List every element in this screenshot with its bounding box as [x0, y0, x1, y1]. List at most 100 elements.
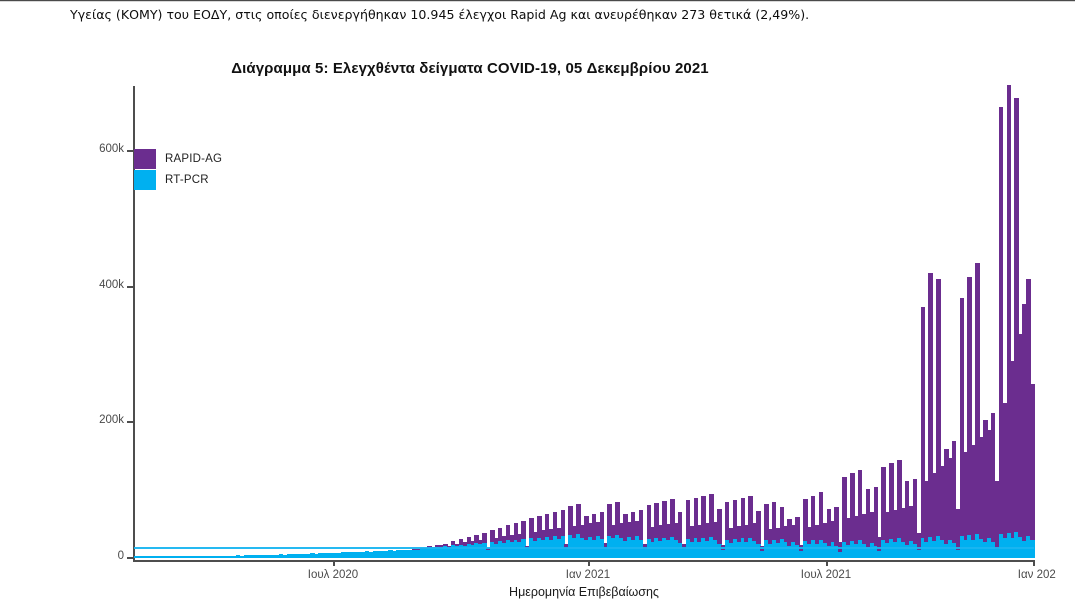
chart-title: Διάγραμμα 5: Ελεγχθέντα δείγματα COVID-1… — [231, 60, 709, 77]
bar-column — [885, 86, 890, 558]
bar-segment-rapid-ag — [638, 509, 644, 540]
bar-column — [916, 86, 922, 558]
bar-column — [834, 86, 839, 558]
legend-entry[interactable]: RT-PCR — [134, 169, 222, 190]
bar-column — [306, 86, 311, 558]
bar-segment-rapid-ag — [998, 106, 1004, 534]
bar-segment-rt-pcr — [192, 556, 198, 558]
bar-segment-rapid-ag — [1002, 402, 1008, 539]
bar-segment-rt-pcr — [940, 540, 945, 558]
bar-segment-rapid-ag — [529, 518, 534, 539]
bar-column — [180, 86, 186, 558]
bar-column — [278, 86, 284, 558]
bar-segment-rt-pcr — [243, 555, 249, 558]
bar-segment-rapid-ag — [924, 480, 929, 542]
bar-column — [286, 86, 292, 558]
bar-segment-rapid-ag — [846, 518, 851, 546]
bar-segment-rt-pcr — [787, 545, 792, 558]
bar-column — [904, 86, 910, 558]
bar-column — [822, 86, 828, 558]
bar-segment-rt-pcr — [650, 541, 656, 558]
bar-segment-rapid-ag — [830, 520, 836, 543]
bar-segment-rapid-ag — [447, 546, 452, 548]
x-axis-tick — [332, 560, 335, 566]
bar-segment-rapid-ag — [787, 518, 792, 546]
bar-segment-rapid-ag — [736, 526, 742, 543]
bar-column — [959, 86, 965, 558]
bar-column — [243, 86, 249, 558]
bar-column — [384, 86, 389, 558]
bar-segment-rt-pcr — [376, 551, 382, 558]
bar-column — [220, 86, 225, 558]
bar-column — [1030, 86, 1035, 558]
bar-segment-rapid-ag — [670, 499, 675, 537]
bar-column — [705, 86, 710, 558]
bar-segment-rapid-ag — [560, 509, 566, 536]
bar-column — [803, 86, 808, 558]
bar-segment-rt-pcr — [454, 546, 460, 558]
bar-segment-rapid-ag — [501, 536, 507, 544]
bar-segment-rapid-ag — [810, 495, 816, 541]
bar-segment-rt-pcr — [717, 543, 722, 558]
bar-column — [650, 86, 656, 558]
bar-segment-rapid-ag — [462, 542, 468, 546]
bar-column — [533, 86, 538, 558]
bar-segment-rt-pcr — [959, 535, 965, 558]
bar-column — [869, 86, 875, 558]
bar-segment-rt-pcr — [317, 553, 323, 558]
bar-segment-rt-pcr — [161, 556, 166, 558]
bar-segment-rt-pcr — [736, 542, 742, 558]
bar-segment-rapid-ag — [689, 526, 695, 543]
bar-segment-rapid-ag — [795, 516, 800, 546]
bar-segment-rapid-ag — [744, 524, 749, 542]
bar-segment-rt-pcr — [990, 541, 996, 558]
bar-segment-rapid-ag — [842, 476, 847, 542]
legend-entry[interactable]: RAPID-AG — [134, 148, 222, 169]
bar-column — [349, 86, 354, 558]
bar-column — [192, 86, 198, 558]
bar-segment-rapid-ag — [681, 543, 687, 550]
bar-segment-rt-pcr — [349, 551, 354, 558]
bar-segment-rapid-ag — [607, 504, 612, 536]
bar-segment-rt-pcr — [423, 548, 429, 558]
bar-segment-rapid-ag — [920, 307, 926, 538]
bar-segment-rapid-ag — [877, 537, 882, 551]
bar-column — [955, 86, 961, 558]
bar-column — [490, 86, 495, 558]
bar-column — [1014, 86, 1019, 558]
bar-segment-rapid-ag — [764, 503, 769, 541]
bar-segment-rt-pcr — [642, 548, 648, 558]
bar-segment-rt-pcr — [846, 545, 851, 558]
x-axis-tick-label: Ιαν 202 — [1017, 569, 1056, 581]
bar-segment-rt-pcr — [967, 534, 972, 558]
bar-segment-rapid-ag — [474, 535, 479, 544]
bar-column — [267, 86, 272, 558]
bar-column — [235, 86, 241, 558]
bar-segment-rapid-ag — [450, 541, 456, 546]
bar-segment-rt-pcr — [689, 542, 695, 558]
bar-segment-rt-pcr — [466, 544, 472, 558]
bar-segment-rt-pcr — [767, 543, 773, 558]
bar-column — [912, 86, 918, 558]
bar-segment-rt-pcr — [290, 554, 296, 558]
bar-segment-rapid-ag — [951, 441, 957, 544]
bar-segment-rt-pcr — [1030, 540, 1035, 558]
bar-segment-rt-pcr — [795, 545, 800, 558]
bar-column — [564, 86, 569, 558]
bar-segment-rapid-ag — [580, 524, 585, 538]
bar-segment-rt-pcr — [474, 543, 479, 558]
y-axis-tick — [127, 150, 134, 153]
bar-column — [224, 86, 229, 558]
bar-segment-rapid-ag — [963, 452, 969, 541]
bar-segment-rt-pcr — [932, 541, 937, 558]
bar-segment-rt-pcr — [141, 556, 147, 558]
plot-region — [134, 85, 1035, 558]
bar-column — [787, 86, 792, 558]
bar-column — [325, 86, 331, 558]
bar-segment-rapid-ag — [654, 503, 659, 539]
bar-segment-rapid-ag — [443, 543, 448, 547]
bar-segment-rt-pcr — [314, 553, 319, 558]
bar-segment-rapid-ag — [959, 298, 965, 536]
bar-segment-rapid-ag — [947, 458, 953, 540]
bar-column — [756, 86, 761, 558]
